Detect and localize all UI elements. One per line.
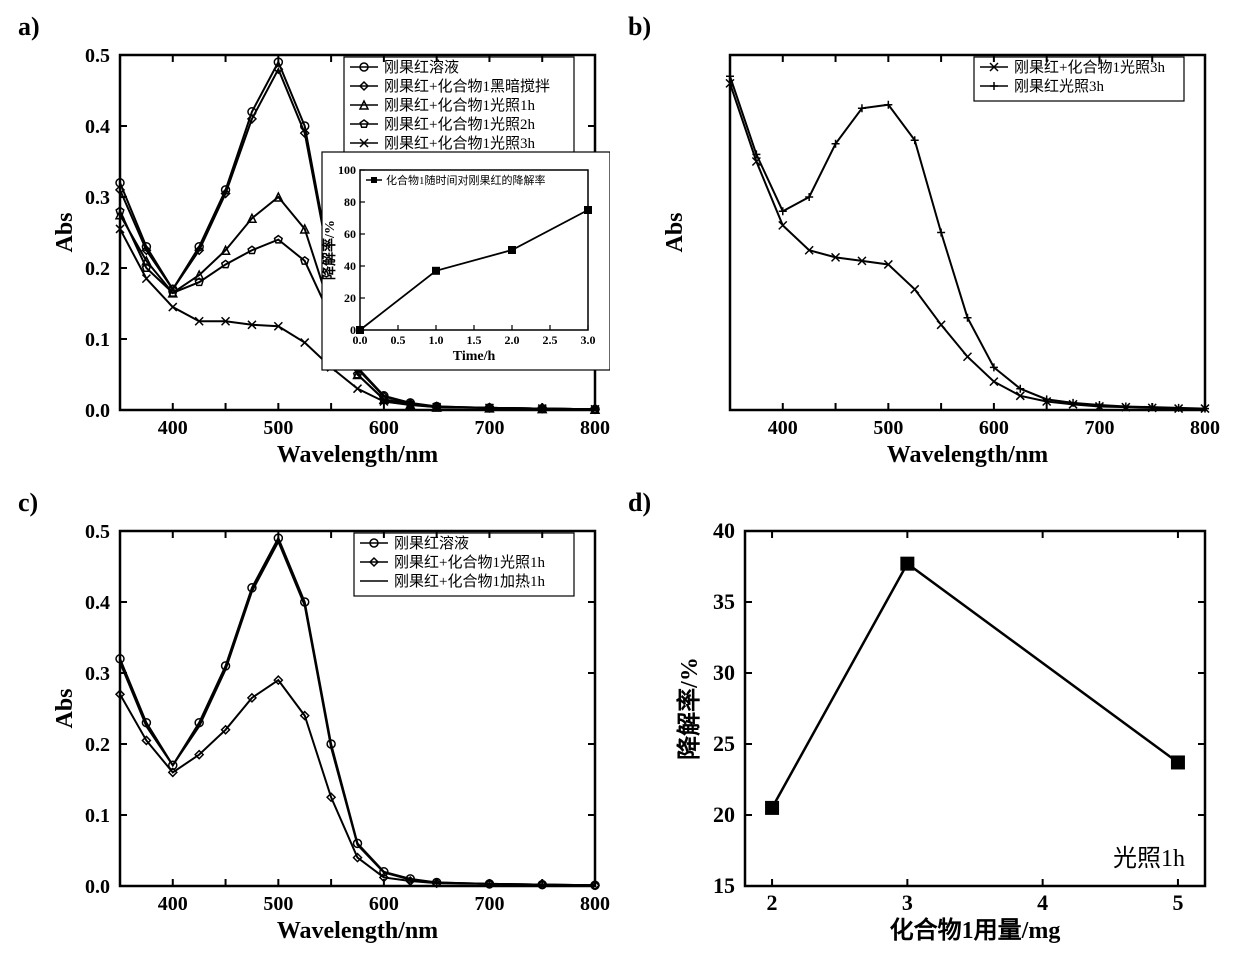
svg-text:0.0: 0.0 — [85, 876, 110, 898]
chart-b: 400 500 600 700 800 Wavelength/nm Abs 刚果红+化合物1光… — [650, 40, 1220, 480]
svg-text:Abs: Abs — [52, 212, 78, 252]
svg-text:Wavelength/nm: Wavelength/nm — [277, 918, 438, 944]
svg-text:2.5: 2.5 — [543, 333, 558, 347]
svg-text:3.0: 3.0 — [581, 333, 596, 347]
svg-text:化合物1用量/mg: 化合物1用量/mg — [890, 916, 1061, 944]
svg-text:化合物1随时间对刚果红的降解率: 化合物1随时间对刚果红的降解率 — [386, 173, 546, 187]
svg-text:0.1: 0.1 — [85, 805, 110, 827]
svg-text:20: 20 — [344, 291, 356, 305]
svg-text:0.2: 0.2 — [85, 258, 110, 280]
svg-text:2.0: 2.0 — [505, 333, 520, 347]
chart-c: 400 500 600 700 800 0.0 0.1 0.2 0.3 0.4 0.5 Wavelen… — [40, 516, 610, 956]
panel-b: b) 400 500 600 700 800 Wavelength/nm Abs 刚果红+化合… — [620, 10, 1230, 486]
svg-text:400: 400 — [158, 893, 188, 915]
svg-text:700: 700 — [474, 417, 504, 439]
svg-text:0.3: 0.3 — [85, 187, 110, 209]
svg-text:15: 15 — [713, 873, 735, 898]
svg-text:800: 800 — [1190, 417, 1220, 439]
chart-a: 4005006007008000.00.10.20.30.40.5Wavelen… — [40, 40, 610, 480]
svg-text:3: 3 — [902, 890, 913, 915]
panel-c: c) 400 500 600 700 800 0.0 0.1 0.2 0.3 0.4 0.5 Wave… — [10, 486, 620, 962]
svg-text:降解率/%: 降解率/% — [321, 220, 338, 280]
svg-text:刚果红+化合物1光照3h: 刚果红+化合物1光照3h — [1014, 59, 1165, 76]
svg-text:600: 600 — [369, 417, 399, 439]
svg-text:Abs: Abs — [52, 688, 78, 728]
svg-text:800: 800 — [580, 417, 610, 439]
svg-text:降解率/%: 降解率/% — [675, 657, 703, 760]
svg-text:400: 400 — [158, 417, 188, 439]
svg-text:刚果红光照3h: 刚果红光照3h — [1014, 78, 1105, 95]
svg-text:500: 500 — [263, 417, 293, 439]
svg-text:1.0: 1.0 — [429, 333, 444, 347]
svg-text:600: 600 — [979, 417, 1009, 439]
svg-text:刚果红+化合物1光照3h: 刚果红+化合物1光照3h — [384, 135, 535, 152]
svg-text:刚果红+化合物1光照2h: 刚果红+化合物1光照2h — [384, 116, 535, 133]
svg-text:光照1h: 光照1h — [1113, 845, 1185, 872]
svg-text:60: 60 — [344, 227, 356, 241]
figure-grid: a) 4005006007008000.00.10.20.30.40.5Wave… — [10, 10, 1230, 962]
panel-a-label: a) — [18, 12, 40, 42]
svg-text:1.5: 1.5 — [467, 333, 482, 347]
svg-text:0.4: 0.4 — [85, 116, 110, 138]
svg-text:0.3: 0.3 — [85, 663, 110, 685]
panel-c-label: c) — [18, 488, 38, 518]
svg-text:80: 80 — [344, 195, 356, 209]
panel-d-label: d) — [628, 488, 651, 518]
svg-text:0.2: 0.2 — [85, 734, 110, 756]
svg-text:0.4: 0.4 — [85, 592, 110, 614]
svg-text:0.5: 0.5 — [85, 45, 110, 67]
svg-text:5: 5 — [1172, 890, 1183, 915]
svg-text:700: 700 — [474, 893, 504, 915]
svg-text:100: 100 — [338, 163, 356, 177]
svg-text:500: 500 — [263, 893, 293, 915]
svg-text:0: 0 — [350, 323, 356, 337]
svg-text:35: 35 — [713, 589, 735, 614]
chart-d: 2 3 4 5 15 20 25 30 35 40 化合物1用量/mg 降解率/% 光照1h — [650, 516, 1220, 956]
panel-d: d) 2 3 4 5 15 20 25 30 35 40 化合物1用量/mg 降解率/% 光照1h — [620, 486, 1230, 962]
svg-text:刚果红溶液: 刚果红溶液 — [394, 535, 469, 552]
svg-text:0.5: 0.5 — [85, 521, 110, 543]
svg-text:25: 25 — [713, 731, 735, 756]
svg-text:4: 4 — [1037, 890, 1048, 915]
svg-text:刚果红+化合物1加热1h: 刚果红+化合物1加热1h — [394, 573, 545, 590]
svg-text:2: 2 — [767, 890, 778, 915]
svg-text:Time/h: Time/h — [453, 349, 496, 364]
svg-text:40: 40 — [344, 259, 356, 273]
svg-text:0.0: 0.0 — [85, 400, 110, 422]
svg-text:400: 400 — [768, 417, 798, 439]
svg-text:30: 30 — [713, 660, 735, 685]
svg-text:Wavelength/nm: Wavelength/nm — [277, 442, 438, 468]
svg-text:Abs: Abs — [662, 212, 688, 252]
svg-text:刚果红+化合物1光照1h: 刚果红+化合物1光照1h — [384, 97, 535, 114]
svg-text:Wavelength/nm: Wavelength/nm — [887, 442, 1048, 468]
svg-text:刚果红+化合物1黑暗搅拌: 刚果红+化合物1黑暗搅拌 — [384, 78, 550, 95]
svg-text:刚果红溶液: 刚果红溶液 — [384, 59, 459, 76]
svg-text:40: 40 — [713, 518, 735, 543]
svg-text:刚果红+化合物1光照1h: 刚果红+化合物1光照1h — [394, 554, 545, 571]
svg-text:800: 800 — [580, 893, 610, 915]
panel-a: a) 4005006007008000.00.10.20.30.40.5Wave… — [10, 10, 620, 486]
svg-text:20: 20 — [713, 802, 735, 827]
svg-text:0.5: 0.5 — [391, 333, 406, 347]
svg-text:0.1: 0.1 — [85, 329, 110, 351]
svg-text:700: 700 — [1084, 417, 1114, 439]
panel-b-label: b) — [628, 12, 651, 42]
svg-text:600: 600 — [369, 893, 399, 915]
svg-text:500: 500 — [873, 417, 903, 439]
